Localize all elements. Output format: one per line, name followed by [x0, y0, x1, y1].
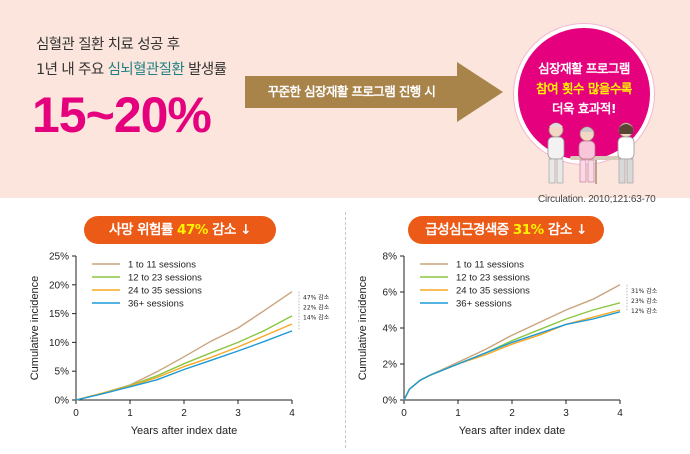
legend-label: 12 to 23 sessions — [128, 272, 202, 283]
mortality-banner-pct: 47% — [177, 222, 208, 238]
person-right — [617, 122, 635, 184]
legend-label: 24 to 35 sessions — [456, 285, 530, 296]
legend-label: 36+ sessions — [456, 298, 512, 309]
y-tick-label: 5% — [55, 367, 70, 378]
mortality-chart: 0% 5% 10% 15% 20% 25% 0 1 2 3 4 Years after index d… — [29, 252, 330, 438]
y-tick-label: 25% — [49, 252, 69, 263]
x-tick-label: 0 — [401, 408, 407, 419]
reduction-annotation: 47% 감소 — [303, 295, 330, 302]
series-line — [75, 315, 293, 401]
reduction-annotation: 31% 감소 — [631, 288, 658, 295]
mortality-banner: 사망 위험률 47% 감소 ↓ — [84, 216, 276, 244]
x-tick-label: 4 — [617, 408, 623, 419]
legend-label: 12 to 23 sessions — [456, 272, 530, 283]
x-tick-label: 2 — [509, 408, 515, 419]
legend-label: 1 to 11 sessions — [456, 259, 524, 270]
x-tick-label: 4 — [289, 408, 295, 419]
x-axis-label: Years after index date — [459, 425, 566, 437]
y-axis-label: Cumulative incidence — [29, 276, 41, 381]
y-tick-label: 10% — [49, 338, 69, 349]
series-line — [403, 311, 621, 401]
y-axis-label: Cumulative incidence — [357, 276, 369, 381]
series-line — [403, 302, 621, 401]
table-top — [570, 156, 622, 160]
reduction-annotation: 22% 감소 — [303, 305, 330, 312]
series-line — [75, 330, 293, 401]
rehab-people-illustration — [547, 122, 635, 184]
reduction-annotation: 12% 감소 — [631, 308, 658, 315]
incidence-value: 15~20% — [32, 87, 212, 143]
panel-divider — [345, 212, 346, 448]
mi-banner-prefix: 급성심근경색증 — [425, 222, 513, 238]
y-tick-label: 8% — [383, 252, 398, 263]
citation: Circulation. 2010;121:63-70 — [538, 194, 656, 205]
callout-line1: 심장재활 프로그램 — [538, 61, 630, 76]
x-tick-label: 3 — [563, 408, 569, 419]
headline-line2-highlight: 심뇌혈관질환 — [107, 62, 185, 78]
x-tick-label: 1 — [127, 408, 133, 419]
mortality-banner-suffix: 감소 ↓ — [207, 222, 251, 238]
reduction-annotation: 23% 감소 — [631, 298, 658, 305]
arrow-text: 꾸준한 심장재활 프로그램 진행 시 — [267, 84, 436, 99]
series-line — [75, 323, 293, 401]
legend-label: 36+ sessions — [128, 298, 184, 309]
mi-banner: 급성심근경색증 31% 감소 ↓ — [408, 216, 604, 244]
legend-label: 24 to 35 sessions — [128, 285, 202, 296]
series-line — [75, 291, 293, 401]
x-tick-label: 3 — [235, 408, 241, 419]
person-middle — [578, 126, 596, 183]
right-arrow: 꾸준한 심장재활 프로그램 진행 시 — [245, 62, 503, 122]
y-tick-label: 0% — [55, 396, 70, 407]
x-tick-label: 0 — [73, 408, 79, 419]
x-axis-label: Years after index date — [131, 425, 238, 437]
mortality-banner-prefix: 사망 위험률 — [109, 222, 178, 238]
y-tick-label: 15% — [49, 309, 69, 320]
legend-label: 1 to 11 sessions — [128, 259, 196, 270]
callout-line3: 더욱 효과적! — [551, 101, 617, 116]
y-tick-label: 6% — [383, 288, 398, 299]
reduction-annotation: 14% 감소 — [303, 315, 330, 322]
y-tick-label: 0% — [383, 396, 398, 407]
y-tick-label: 20% — [49, 280, 69, 291]
arrow-head — [457, 62, 503, 122]
headline-line1: 심혈관 질환 치료 성공 후 — [36, 37, 180, 53]
mi-banner-pct: 31% — [512, 222, 544, 238]
arrow-body — [245, 76, 458, 108]
headline-line2-prefix: 1년 내 주요 — [36, 62, 108, 78]
y-tick-label: 4% — [383, 324, 398, 335]
mi-chart: 0% 2% 4% 6% 8% 0 1 2 3 4 Years after index date Cum… — [357, 252, 658, 438]
person-left — [547, 122, 565, 184]
headline-line2: 1년 내 주요 심뇌혈관질환 발생률 — [36, 58, 227, 79]
x-tick-label: 2 — [181, 408, 187, 419]
y-tick-label: 2% — [383, 360, 398, 371]
callout-line2: 참여 횟수 많을수록 — [536, 81, 632, 96]
headline-line2-suffix: 발생률 — [184, 62, 227, 78]
x-tick-label: 1 — [455, 408, 461, 419]
series-line — [403, 309, 621, 401]
mi-banner-suffix: 감소 ↓ — [543, 222, 587, 238]
